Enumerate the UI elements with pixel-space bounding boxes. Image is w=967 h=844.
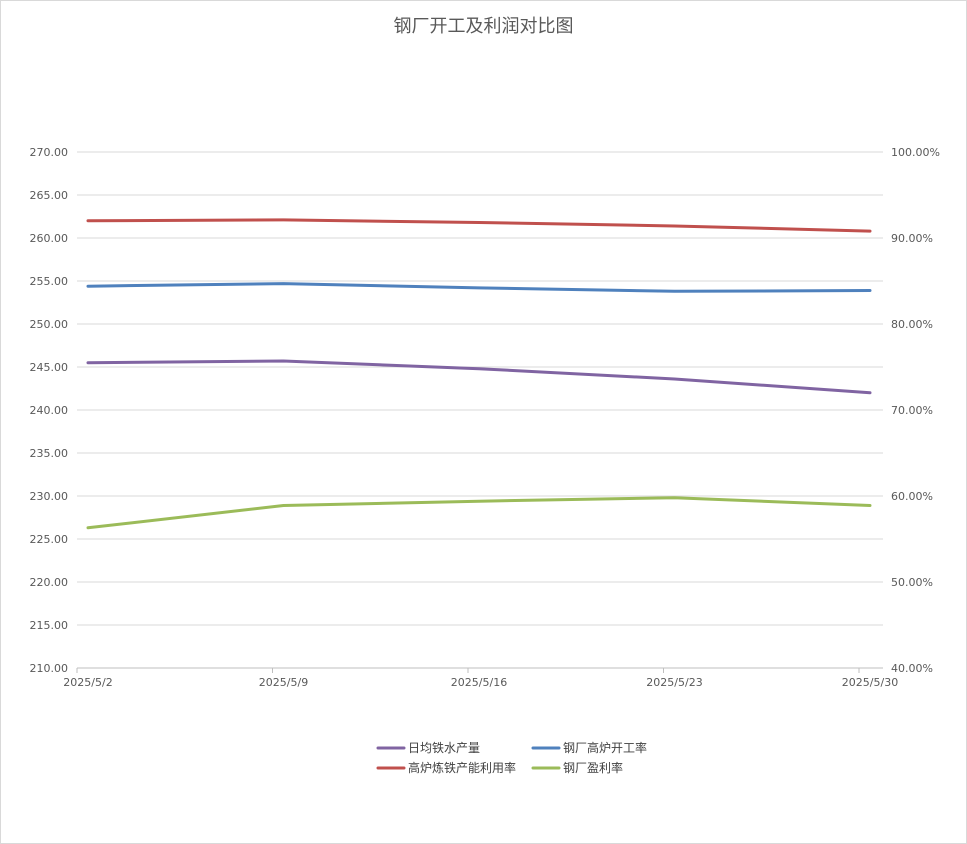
right-axis-tick-label: 70.00% [891,404,933,417]
grid-lines [77,151,883,669]
series-line [86,218,872,233]
axes: 210.00 215.00 220.00 225.00 230.00 235.00 240.… [30,146,940,689]
left-axis-tick-label: 245.00 [30,361,69,374]
left-axis-tick-label: 265.00 [30,189,69,202]
left-axis-tick-label: 230.00 [30,490,69,503]
left-axis-tick-label: 235.00 [30,447,69,460]
legend-entry: 钢厂高炉开工率 [563,740,647,755]
right-axis-tick-label: 100.00% [891,146,940,159]
right-axis-tick-label: 60.00% [891,490,933,503]
series-line [86,359,872,395]
left-axis-tick-label: 240.00 [30,404,69,417]
x-axis-tick-label: 2025/5/9 [259,676,308,689]
x-axis-tick-label: 2025/5/23 [646,676,702,689]
left-axis-tick-label: 215.00 [30,619,69,632]
left-axis-tick-label: 210.00 [30,662,69,675]
left-axis-tick-label: 225.00 [30,533,69,546]
chart-title: 钢厂开工及利润对比图 [393,16,574,37]
x-axis-tick-label: 2025/5/16 [451,676,507,689]
left-axis-tick-label: 220.00 [30,576,69,589]
right-axis-tick-label: 40.00% [891,662,933,675]
series-lines [86,218,872,530]
legend-entry: 日均铁水产量 [408,741,480,755]
left-axis-tick-label: 250.00 [30,318,69,331]
left-axis-tick-label: 270.00 [30,146,69,159]
right-axis-tick-label: 90.00% [891,232,933,245]
right-axis-tick-label: 50.00% [891,576,933,589]
legend-entry: 高炉炼铁产能利用率 [408,760,516,775]
legend-entry: 钢厂盈利率 [563,760,623,775]
x-axis-tick-label: 2025/5/2 [63,676,112,689]
left-axis-tick-label: 255.00 [30,275,69,288]
right-axis-tick-label: 80.00% [891,318,933,331]
left-axis-tick-label: 260.00 [30,232,69,245]
series-line [86,496,872,530]
series-line [86,282,872,293]
x-axis-tick-label: 2025/5/30 [842,676,898,689]
